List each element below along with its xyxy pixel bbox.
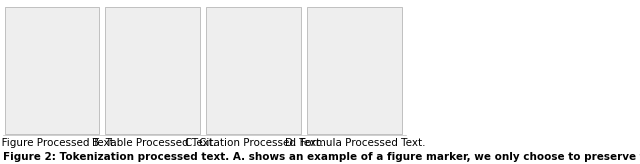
Text: D. Formula Processed Text.: D. Formula Processed Text. — [285, 138, 426, 148]
Text: A. Figure Processed Text.: A. Figure Processed Text. — [0, 138, 118, 148]
FancyBboxPatch shape — [106, 7, 200, 134]
FancyBboxPatch shape — [307, 7, 402, 134]
Text: B. Table Processed Text.: B. Table Processed Text. — [92, 138, 216, 148]
Text: C. Citation Processed Text.: C. Citation Processed Text. — [186, 138, 324, 148]
FancyBboxPatch shape — [206, 7, 301, 134]
FancyBboxPatch shape — [4, 7, 99, 134]
Text: Figure 2: Tokenization processed text. A. shows an example of a figure marker, w: Figure 2: Tokenization processed text. A… — [3, 152, 640, 162]
